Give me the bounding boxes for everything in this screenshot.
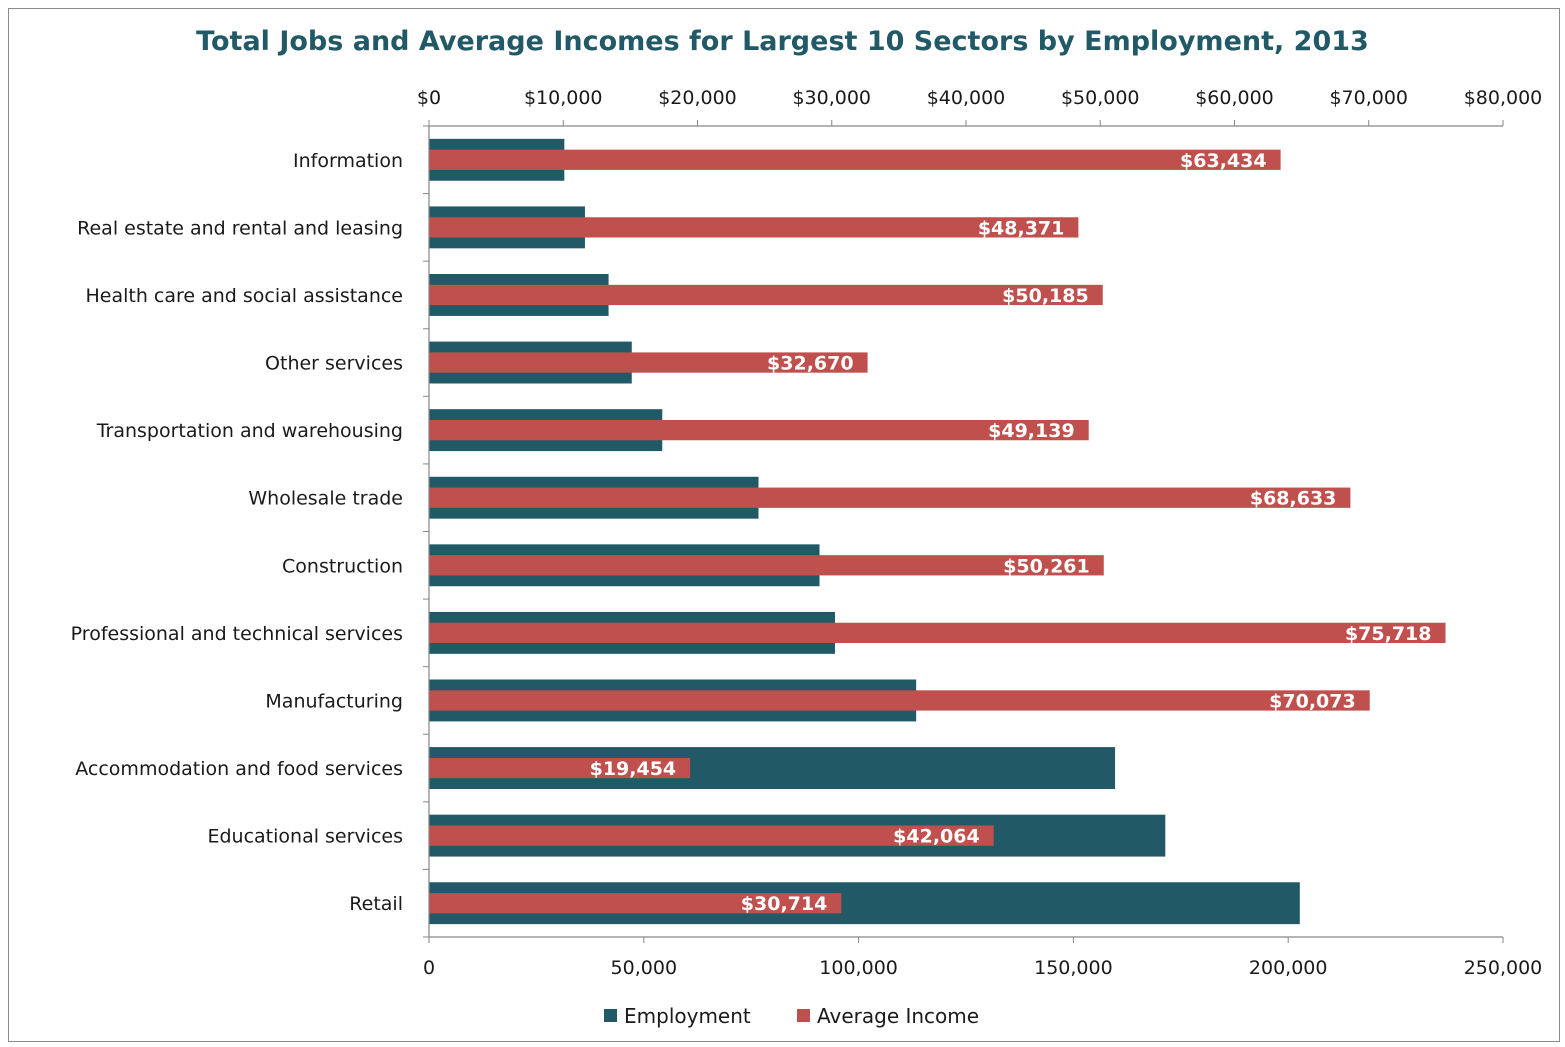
average-income-bar	[429, 217, 1079, 238]
top-axis-tick-label: $10,000	[524, 87, 603, 109]
axes: 0 50,000 100,000 150,000 200,000 250,000 $0 $10…	[417, 87, 1542, 979]
legend-label: Average Income	[817, 1004, 979, 1028]
bottom-axis-tick-label: 250,000	[1464, 957, 1543, 979]
average-income-bar	[429, 893, 842, 914]
average-income-bar	[429, 690, 1370, 711]
legend-label: Employment	[624, 1004, 751, 1028]
average-income-bar	[429, 419, 1089, 441]
average-income-bar	[429, 825, 994, 846]
average-income-data-label: $49,139	[988, 420, 1075, 442]
average-income-data-label: $48,371	[978, 217, 1065, 239]
average-income-data-label: $19,454	[590, 758, 677, 780]
average-income-data-label: $50,261	[1003, 555, 1090, 577]
average-income-bar	[429, 284, 1103, 306]
average-income-data-label: $75,718	[1345, 623, 1432, 645]
average-income-bar	[429, 487, 1351, 508]
bottom-axis-tick-label: 50,000	[611, 957, 677, 979]
legend-swatch	[797, 1009, 810, 1022]
category-label: Manufacturing	[265, 690, 403, 712]
average-income-data-label: $42,064	[893, 826, 980, 848]
bottom-axis-tick-label: 0	[423, 957, 435, 979]
average-income-data-label: $68,633	[1250, 488, 1337, 510]
category-label: Accommodation and food services	[75, 758, 403, 780]
average-income-data-label: $30,714	[741, 893, 828, 915]
bottom-axis-tick-label: 100,000	[819, 957, 898, 979]
top-axis-tick-label: $30,000	[792, 87, 871, 109]
bottom-axis-tick-label: 150,000	[1034, 957, 1113, 979]
category-label: Retail	[349, 893, 403, 915]
top-axis-tick-label: $0	[417, 87, 441, 109]
average-income-bar	[429, 622, 1446, 644]
category-label: Educational services	[207, 826, 403, 848]
average-income-bar	[429, 149, 1281, 170]
top-axis-tick-label: $80,000	[1464, 87, 1543, 109]
average-income-bar	[429, 352, 868, 373]
top-axis-tick-label: $20,000	[658, 87, 737, 109]
top-axis-tick-label: $50,000	[1061, 87, 1140, 109]
category-labels: Information Real estate and rental and le…	[71, 150, 403, 915]
chart-title: Total Jobs and Average Incomes for Large…	[196, 26, 1369, 57]
legend: Employment Average Income	[604, 1004, 979, 1028]
category-label: Other services	[265, 353, 403, 375]
top-axis-tick-label: $40,000	[927, 87, 1006, 109]
legend-swatch	[604, 1009, 617, 1022]
average-income-data-label: $70,073	[1269, 690, 1356, 712]
top-axis-tick-label: $70,000	[1329, 87, 1408, 109]
category-label: Transportation and warehousing	[96, 420, 403, 442]
category-label: Information	[293, 150, 403, 172]
average-income-bar	[429, 555, 1104, 576]
chart-frame	[8, 8, 1560, 1042]
top-axis-tick-label: $60,000	[1195, 87, 1274, 109]
average-income-data-label: $50,185	[1002, 285, 1089, 307]
category-label: Construction	[282, 555, 403, 577]
category-label: Professional and technical services	[71, 623, 403, 645]
data-labels: $63,434 $48,371 $50,185 $32,670 $49,139 $68,6…	[590, 150, 1432, 915]
average-income-bar	[429, 757, 691, 779]
bottom-axis-tick-label: 200,000	[1249, 957, 1328, 979]
employment-bars	[429, 138, 1300, 925]
average-income-data-label: $63,434	[1180, 150, 1267, 172]
category-label: Wholesale trade	[248, 488, 403, 510]
category-label: Health care and social assistance	[85, 285, 403, 307]
average-income-data-label: $32,670	[767, 353, 854, 375]
average-income-bars	[429, 149, 1446, 914]
category-label: Real estate and rental and leasing	[77, 217, 403, 239]
